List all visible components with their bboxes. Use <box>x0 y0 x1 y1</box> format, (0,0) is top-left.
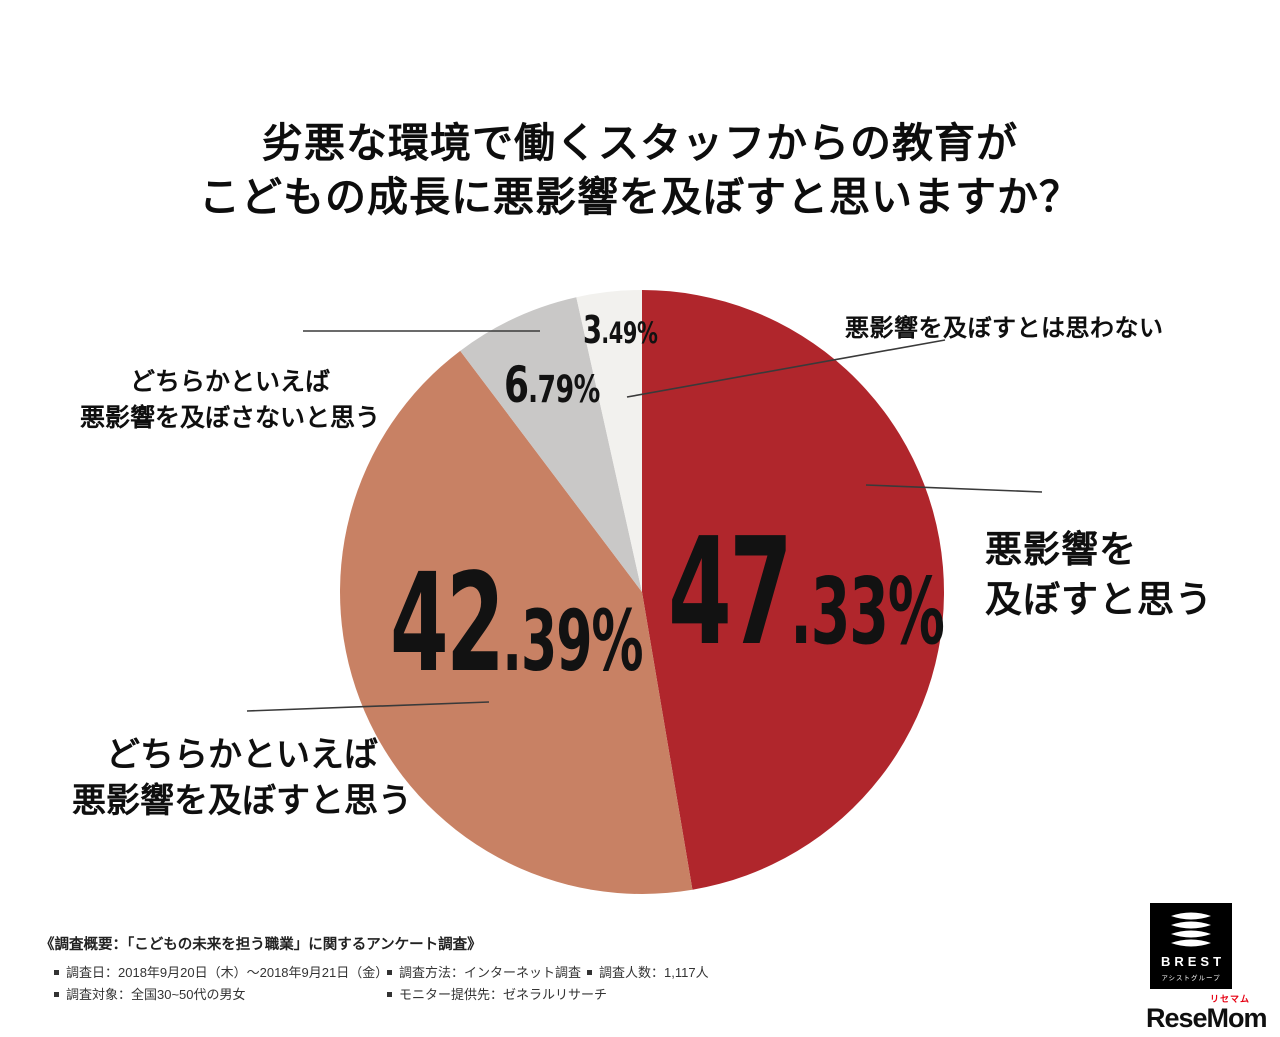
survey-summary: 《調査概要：「こどもの未来を担う職業」に関するアンケート調査》 調査日：2018… <box>40 933 940 1002</box>
leader-line-rather-yes <box>246 701 490 712</box>
slice-label-rather-no-line2: 悪影響を及ぼさないと思う <box>79 404 380 433</box>
slice-label-rather-no-line1: どちらかといえば <box>129 368 330 396</box>
percent-dec-rather-no: .79% <box>527 368 600 411</box>
percent-dec-rather-yes: .39% <box>502 592 643 690</box>
title-line-1: 劣悪な環境で働くスタッフからの教育が <box>262 120 1018 166</box>
survey-item-method: 調査方法：インターネット調査 <box>387 962 581 981</box>
survey-item-monitor-text: モニター提供先：ゼネラルリサーチ <box>399 987 608 1002</box>
resemom-logo-name: ReseMom <box>1146 1005 1268 1037</box>
title-line-2: こどもの成長に悪影響を及ぼすと思いますか？ <box>199 174 1081 221</box>
bullet-icon <box>387 992 392 997</box>
brest-logo-icon <box>1171 912 1211 946</box>
percent-int-rather-yes: 42 <box>390 545 505 703</box>
bullet-icon <box>387 970 392 975</box>
percent-dec-effect: .33% <box>790 558 945 665</box>
survey-item-date-text: 調査日：2018年9月20日（木）～2018年9月21日（金） <box>66 965 389 980</box>
percent-label-rather-no: 6.79% <box>504 360 600 410</box>
brest-logo: BREST アシストグループ <box>1150 903 1232 989</box>
survey-item-target: 調査対象：全国30~50代の男女 <box>54 984 246 1003</box>
survey-item-date: 調査日：2018年9月20日（木）～2018年9月21日（金） <box>54 962 388 981</box>
leader-line-no-effect <box>626 339 946 398</box>
survey-row-2: 調査対象：全国30~50代の男女 モニター提供先：ゼネラルリサーチ <box>40 976 940 1002</box>
pie-slices-group <box>340 290 945 894</box>
slice-label-effect-line2: 及ぼすと思う <box>985 578 1213 620</box>
percent-label-rather-yes: 42.39% <box>390 545 644 703</box>
survey-row-1: 調査日：2018年9月20日（木）～2018年9月21日（金） 調査方法：インタ… <box>40 954 940 980</box>
survey-item-target-text: 調査対象：全国30~50代の男女 <box>66 987 246 1002</box>
percent-int-rather-no: 6 <box>504 356 529 414</box>
survey-heading: 《調査概要：「こどもの未来を担う職業」に関するアンケート調査》 <box>40 937 482 953</box>
bullet-icon <box>54 992 59 997</box>
survey-item-count-text: 調査人数：1,117人 <box>599 965 709 980</box>
survey-item-count: 調査人数：1,117人 <box>587 962 709 981</box>
percent-label-no-effect: 3.49% <box>583 308 658 352</box>
survey-item-monitor: モニター提供先：ゼネラルリサーチ <box>387 984 607 1003</box>
pie-slice-2 <box>460 297 642 592</box>
slice-label-rather-yes-effect: どちらかといえば 悪影響を及ぼすと思う <box>66 733 418 825</box>
brest-logo-subtitle: アシストグループ <box>1161 974 1221 982</box>
percent-int-effect: 47 <box>668 506 793 678</box>
pie-slice-3 <box>576 290 642 592</box>
slice-label-effect-line1: 悪影響を <box>985 529 1137 570</box>
percent-int-no-effect: 3 <box>583 308 602 352</box>
slice-label-rather-no-effect: どちらかといえば 悪影響を及ぼさないと思う <box>70 364 390 437</box>
resemom-logo-text: ReseMom <box>1146 1003 1268 1033</box>
percent-dec-no-effect: .49% <box>601 316 658 350</box>
pie-slice-0 <box>642 290 945 890</box>
slice-label-rather-yes-line1: どちらかといえば <box>106 736 378 774</box>
survey-item-method-text: 調査方法：インターネット調査 <box>399 965 582 980</box>
brest-logo-name: BREST <box>1160 953 1226 969</box>
percent-label-effect: 47.33% <box>668 506 945 678</box>
slice-label-no-effect: 悪影響を及ぼすとは思わない <box>845 315 1164 342</box>
bullet-icon <box>587 970 592 975</box>
slice-label-rather-yes-line2: 悪影響を及ぼすと思う <box>72 781 412 820</box>
resemom-logo-subtitle: リセマム <box>1209 994 1250 1004</box>
slice-label-effect: 悪影響を 及ぼすと思う <box>985 525 1213 625</box>
bullet-icon <box>54 970 59 975</box>
resemom-logo: リセマム ReseMom <box>1146 992 1268 1037</box>
leader-lines-group <box>246 330 1043 712</box>
leader-line-effect <box>865 484 1043 493</box>
page-title: 劣悪な環境で働くスタッフからの教育が こどもの成長に悪影響を及ぼすと思いますか？ <box>0 116 1280 224</box>
pie-slice-1 <box>340 350 693 894</box>
